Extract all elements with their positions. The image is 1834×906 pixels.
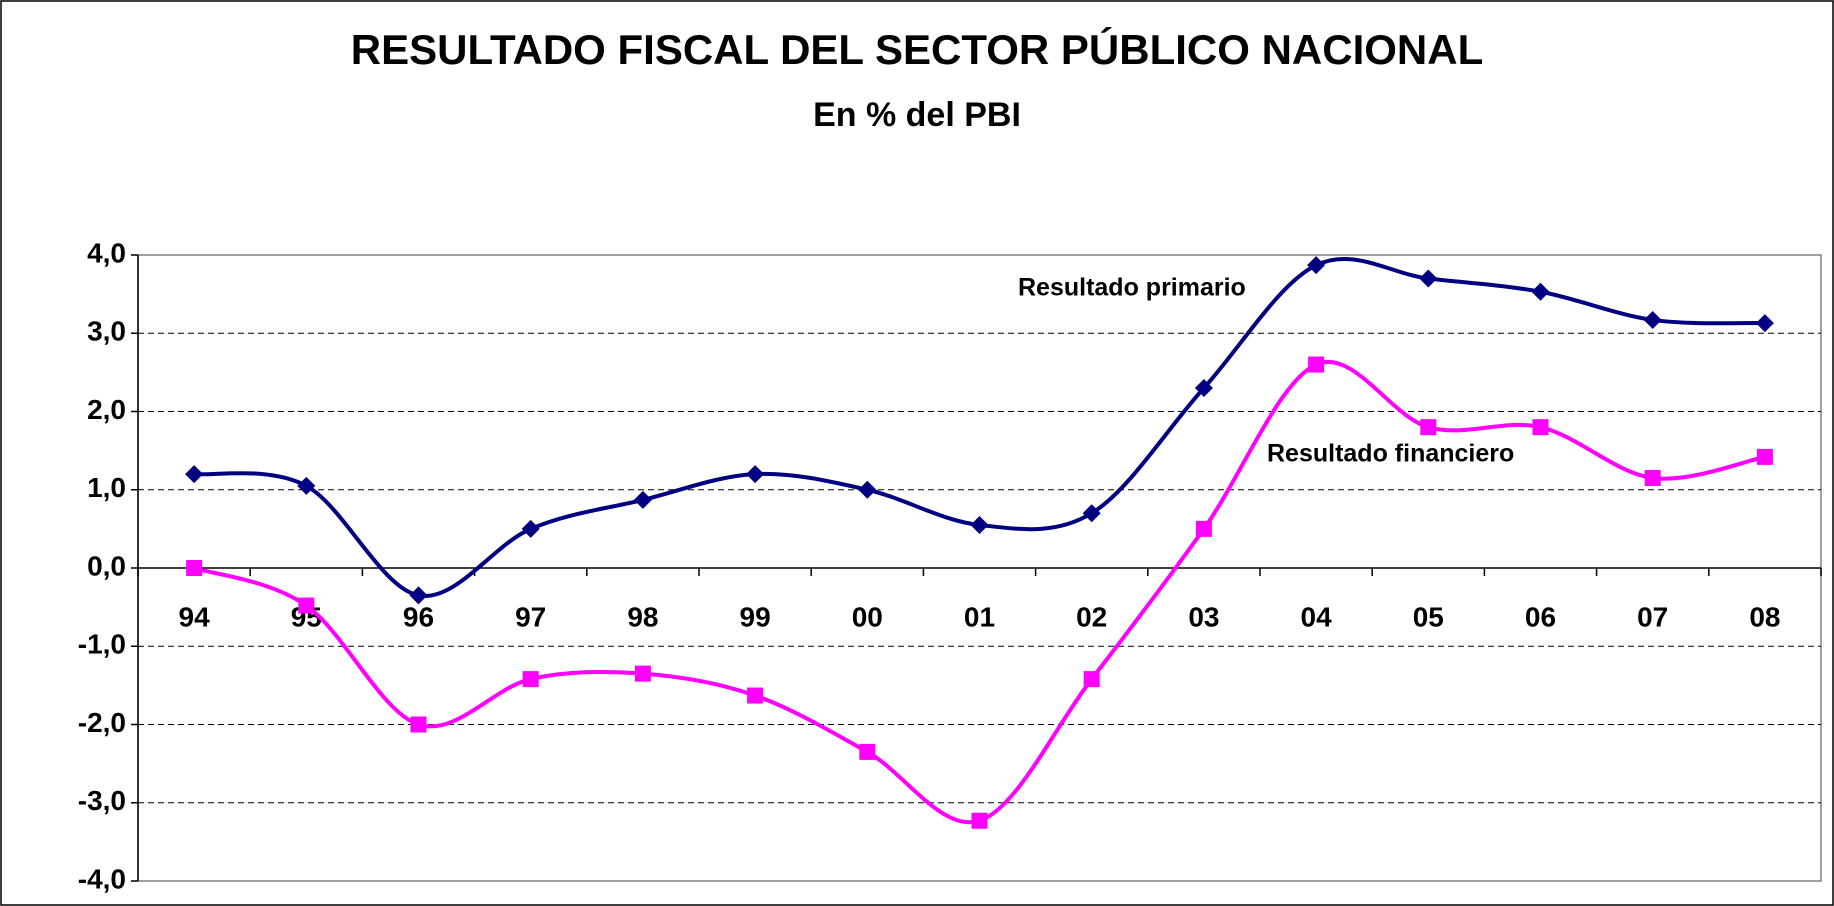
x-tick-label: 96 bbox=[403, 601, 434, 632]
marker bbox=[1194, 379, 1213, 398]
x-tick-label: 03 bbox=[1188, 601, 1219, 632]
marker bbox=[747, 687, 764, 704]
marker bbox=[1420, 419, 1437, 436]
marker bbox=[1082, 504, 1101, 523]
marker bbox=[746, 465, 765, 484]
x-tick-label: 98 bbox=[627, 601, 658, 632]
marker bbox=[1532, 419, 1549, 436]
marker bbox=[971, 812, 988, 829]
x-tick-label: 01 bbox=[964, 601, 995, 632]
series-label: Resultado primario bbox=[1018, 274, 1246, 302]
marker bbox=[409, 586, 428, 605]
y-tick-label: -4,0 bbox=[78, 863, 126, 894]
y-tick-label: 3,0 bbox=[87, 316, 126, 347]
marker bbox=[297, 476, 316, 495]
x-tick-label: 00 bbox=[852, 601, 883, 632]
y-tick-label: 2,0 bbox=[87, 394, 126, 425]
x-tick-label: 07 bbox=[1637, 601, 1668, 632]
series-label: Resultado financiero bbox=[1267, 440, 1514, 468]
marker bbox=[1755, 314, 1774, 333]
chart-title: RESULTADO FISCAL DEL SECTOR PÚBLICO NACI… bbox=[351, 25, 1483, 73]
marker bbox=[185, 465, 204, 484]
x-tick-label: 08 bbox=[1749, 601, 1780, 632]
marker bbox=[858, 480, 877, 499]
marker bbox=[1644, 470, 1661, 487]
marker bbox=[970, 515, 989, 534]
marker bbox=[1531, 282, 1550, 301]
y-tick-label: 4,0 bbox=[87, 237, 126, 268]
x-tick-label: 06 bbox=[1525, 601, 1556, 632]
x-tick-label: 05 bbox=[1413, 601, 1444, 632]
marker bbox=[410, 716, 427, 733]
y-tick-label: -2,0 bbox=[78, 707, 126, 738]
y-tick-label: 0,0 bbox=[87, 550, 126, 581]
marker bbox=[522, 671, 539, 688]
marker bbox=[1308, 356, 1325, 373]
y-tick-label: -1,0 bbox=[78, 629, 126, 660]
x-tick-label: 94 bbox=[179, 601, 211, 632]
marker bbox=[1756, 448, 1773, 465]
marker bbox=[1083, 671, 1100, 688]
marker bbox=[1195, 520, 1212, 537]
x-tick-label: 02 bbox=[1076, 601, 1107, 632]
marker bbox=[1419, 269, 1438, 288]
x-tick-label: 97 bbox=[515, 601, 546, 632]
marker bbox=[186, 560, 203, 576]
marker bbox=[1307, 256, 1326, 275]
marker bbox=[634, 665, 651, 682]
chart-subtitle: En % del PBI bbox=[813, 96, 1021, 134]
y-tick-label: 1,0 bbox=[87, 472, 126, 503]
marker bbox=[298, 597, 315, 614]
x-tick-label: 04 bbox=[1301, 601, 1333, 632]
marker bbox=[633, 490, 652, 509]
series-line bbox=[193, 360, 1766, 825]
x-tick-label: 99 bbox=[740, 601, 771, 632]
marker bbox=[1643, 310, 1662, 329]
marker bbox=[859, 743, 876, 760]
y-tick-label: -3,0 bbox=[78, 785, 126, 816]
marker bbox=[521, 519, 540, 538]
